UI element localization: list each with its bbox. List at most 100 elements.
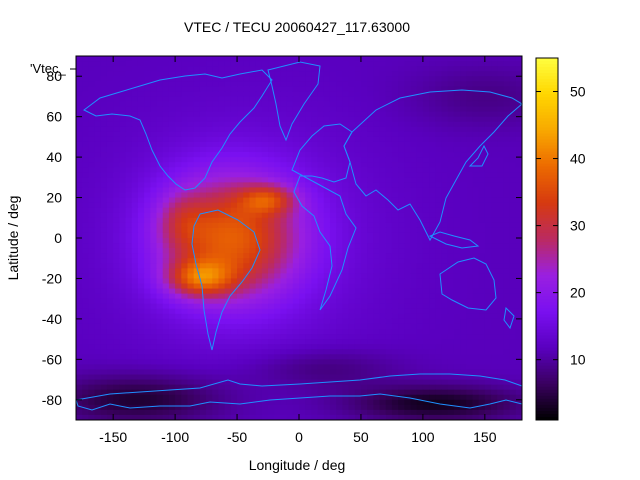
heatmap-cell [367,116,374,123]
heatmap-cell [88,126,96,133]
heatmap-cell [137,101,145,108]
heatmap-cell [491,232,498,239]
heatmap-cell [88,227,96,234]
heatmap-cell [373,273,381,279]
heatmap-cell [113,227,120,234]
heatmap-cell [144,349,151,355]
heatmap-cell [447,101,455,108]
heatmap-cell [491,106,498,113]
heatmap-cell [156,374,164,381]
heatmap-cell [131,379,139,386]
heatmap-cell [249,369,257,375]
heatmap-cell [292,61,300,67]
heatmap-cell [342,379,350,386]
heatmap-cell [224,86,232,92]
heatmap-cell [230,136,238,143]
heatmap-cell [305,222,312,229]
heatmap-cell [367,86,374,92]
heatmap-cell [429,136,436,143]
heatmap-cell [292,263,300,269]
heatmap-cell [168,329,176,335]
heatmap-cell [385,202,393,209]
heatmap-cell [100,66,108,72]
heatmap-cell [453,379,461,386]
heatmap-cell [212,293,219,300]
heatmap-cell [156,273,164,279]
heatmap-cell [274,192,281,199]
heatmap-cell [249,182,257,188]
heatmap-cell [354,76,362,82]
heatmap-cell [162,243,170,249]
heatmap-cell [404,96,411,102]
heatmap-cell [373,202,381,209]
heatmap-cell [460,116,467,123]
heatmap-cell [385,96,393,102]
heatmap-cell [82,86,89,92]
heatmap-cell [199,136,207,143]
heatmap-cell [181,217,188,224]
heatmap-cell [88,384,96,391]
heatmap-cell [367,334,374,340]
heatmap-cell [131,96,139,102]
heatmap-cell [373,116,381,123]
heatmap-cell [466,273,473,279]
heatmap-cell [218,334,226,340]
heatmap-cell [212,141,219,148]
heatmap-cell [113,202,120,209]
heatmap-cell [491,238,498,244]
heatmap-cell [348,66,356,72]
heatmap-cell [168,258,176,264]
heatmap-cell [329,384,337,391]
heatmap-cell [243,298,250,305]
heatmap-cell [212,81,219,87]
heatmap-cell [416,288,424,295]
heatmap-cell [435,61,442,67]
heatmap-cell [218,227,226,234]
heatmap-cell [100,253,108,259]
heatmap-cell [342,192,350,199]
heatmap-cell [100,96,108,102]
heatmap-cell [466,126,473,133]
heatmap-cell [106,141,114,148]
heatmap-cell [323,359,331,365]
heatmap-cell [280,187,288,193]
heatmap-cell [113,172,120,178]
heatmap-cell [199,329,207,335]
heatmap-cell [373,303,381,310]
heatmap-cell [82,389,89,396]
heatmap-cell [416,323,424,330]
heatmap-cell [441,167,449,173]
heatmap-cell [255,141,263,148]
heatmap-cell [379,71,387,77]
heatmap-cell [472,101,480,108]
heatmap-cell [373,207,381,214]
heatmap-cell [119,61,127,67]
heatmap-cell [224,273,232,279]
heatmap-cell [181,136,188,143]
heatmap-cell [373,364,381,370]
heatmap-cell [404,263,411,269]
heatmap-cell [76,207,83,214]
heatmap-cell [441,147,449,153]
heatmap-cell [193,106,201,113]
heatmap-cell [323,212,331,219]
heatmap-cell [410,354,418,360]
heatmap-cell [336,61,343,67]
heatmap-cell [391,243,399,249]
heatmap-cell [398,238,405,244]
heatmap-cell [76,278,83,284]
heatmap-cell [156,167,164,173]
heatmap-cell [144,66,151,72]
heatmap-cell [274,238,281,244]
heatmap-cell [398,192,405,199]
heatmap-cell [429,248,436,254]
heatmap-cell [94,354,102,360]
heatmap-cell [224,76,232,82]
heatmap-cell [280,81,288,87]
heatmap-cell [478,56,486,62]
heatmap-cell [131,101,139,108]
heatmap-cell [131,263,139,269]
heatmap-cell [429,258,436,264]
heatmap-cell [255,258,263,264]
heatmap-cell [88,258,96,264]
